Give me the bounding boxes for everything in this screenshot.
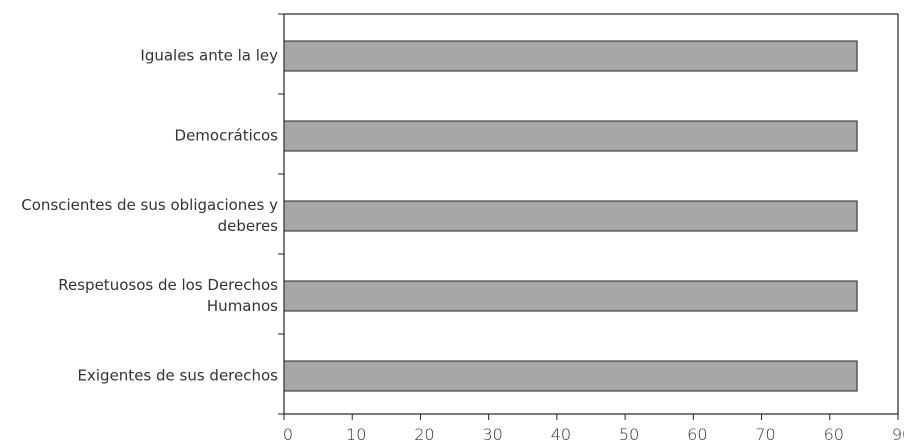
y-tick-label: Respetuosos de los Derechos Humanos bbox=[58, 276, 278, 315]
x-tick-label: 40 bbox=[551, 425, 571, 444]
y-tick-label: Conscientes de sus obligaciones y debere… bbox=[21, 196, 278, 235]
x-tick-label: 60 bbox=[824, 425, 844, 444]
x-tick-label: 70 bbox=[755, 425, 775, 444]
bar bbox=[283, 280, 858, 312]
x-tick-label: 50 bbox=[619, 425, 639, 444]
bar bbox=[283, 40, 858, 72]
x-tick-label: 90 bbox=[892, 425, 904, 444]
x-tick-label: 0 bbox=[283, 425, 293, 444]
x-tick-label: 20 bbox=[414, 425, 434, 444]
bar bbox=[283, 120, 858, 152]
bar bbox=[283, 360, 858, 392]
bar bbox=[283, 200, 858, 232]
y-tick-label: Democráticos bbox=[174, 126, 278, 145]
y-tick-label: Exigentes de sus derechos bbox=[77, 366, 278, 385]
x-tick-label: 10 bbox=[346, 425, 366, 444]
y-tick-label: Iguales ante la ley bbox=[140, 46, 278, 65]
x-tick-label: 60 bbox=[687, 425, 707, 444]
x-tick-label: 30 bbox=[482, 425, 502, 444]
